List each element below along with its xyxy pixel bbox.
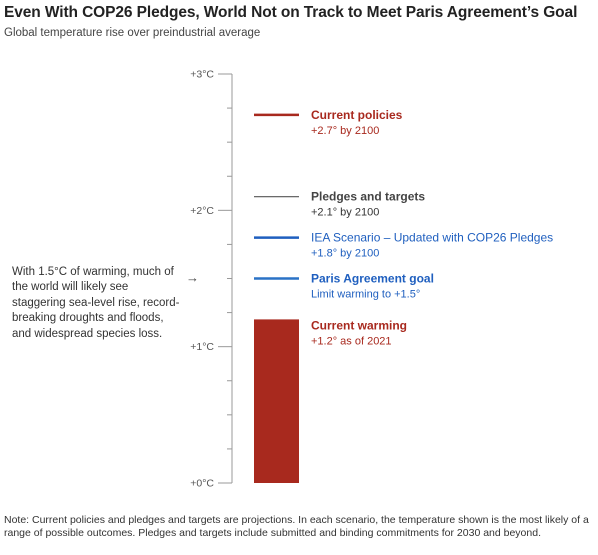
marker-sublabel-3: Limit warming to +1.5° [311, 289, 420, 301]
y-tick-label: +0°C [190, 478, 214, 490]
marker-label-1: Pledges and targets [311, 190, 425, 204]
y-tick-label: +1°C [190, 341, 214, 353]
footnote: Note: Current policies and pledges and t… [4, 514, 589, 539]
bar-label: Current warming [311, 318, 407, 332]
chart-subtitle: Global temperature rise over preindustri… [4, 27, 261, 39]
marker-label-0: Current policies [311, 108, 403, 122]
temperature-chart: +0°C +1°C +2°C +3°C Current warming +1.2° as … [190, 69, 553, 490]
bar-sublabel: +1.2° as of 2021 [311, 335, 392, 347]
marker-sublabel-2: +1.8° by 2100 [311, 248, 379, 260]
side-note: With 1.5°C of warming, much of the world… [12, 266, 180, 340]
arrow-icon: → [186, 270, 199, 285]
marker-sublabel-1: +2.1° by 2100 [311, 207, 379, 219]
marker-label-2: IEA Scenario – Updated with COP26 Pledge… [311, 231, 553, 245]
y-tick-label: +2°C [190, 205, 214, 217]
marker-sublabel-0: +2.7° by 2100 [311, 125, 379, 137]
bar-current-warming [254, 319, 299, 483]
marker-label-3: Paris Agreement goal [311, 272, 434, 286]
y-tick-label: +3°C [190, 69, 214, 81]
chart-title: Even With COP26 Pledges, World Not on Tr… [4, 4, 578, 21]
